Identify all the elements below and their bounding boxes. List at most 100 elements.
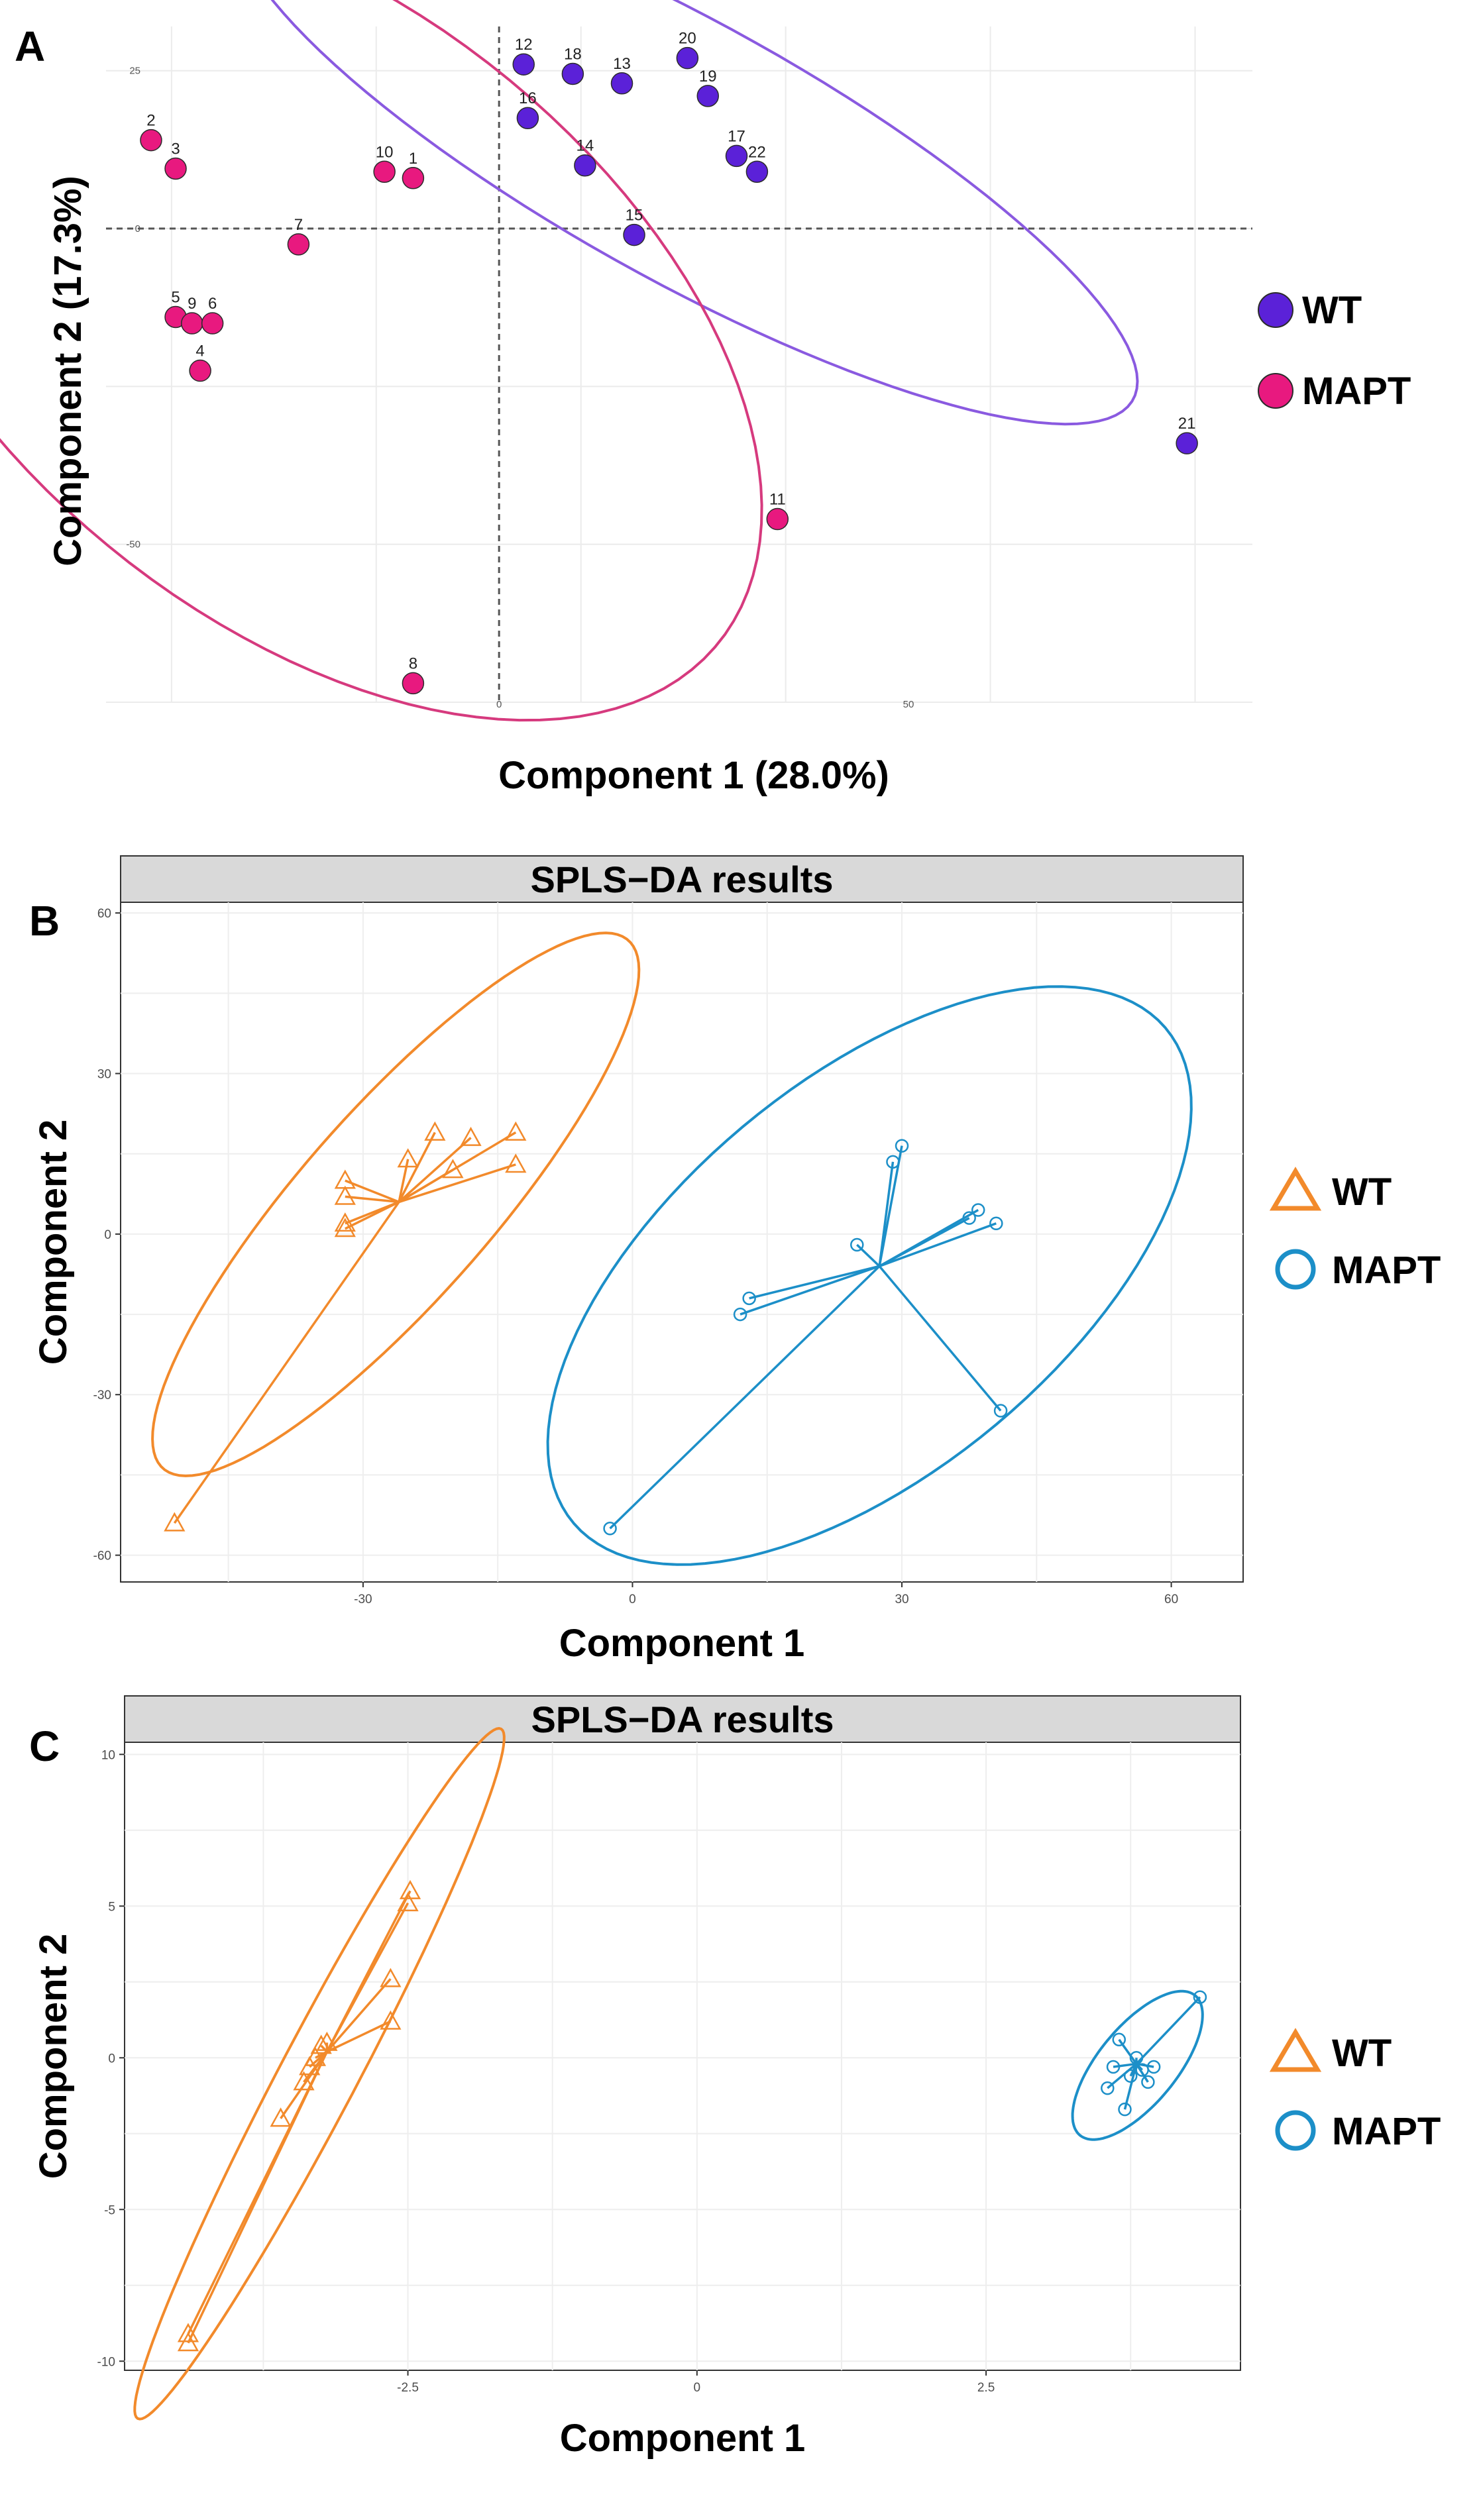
panel-b-centroid-link-wt <box>345 1179 400 1204</box>
panel-c-point-wt <box>399 1879 421 1899</box>
panel-a-gridlines <box>106 26 1252 703</box>
panel-c-centroid-link-mapt <box>1118 2038 1138 2065</box>
panel-a-point-wt <box>516 107 539 129</box>
panel-b-point-mapt <box>886 1155 900 1169</box>
panel-a-point-wt <box>561 62 584 85</box>
panel-a-y-axis-title: Component 2 (17.3%) <box>46 176 89 566</box>
panel-a-point-label: 17 <box>728 127 745 145</box>
panel-b-centroid-link-wt <box>398 1163 516 1204</box>
panel-b-y-tick-label: 0 <box>104 1228 111 1242</box>
panel-a-point-label: 22 <box>748 143 766 161</box>
panel-b-legend-key-wt <box>1269 1167 1322 1211</box>
panel-c-point-wt <box>316 2031 338 2051</box>
panel-letter-b: B <box>29 897 60 945</box>
panel-c-point-mapt <box>1141 2075 1155 2089</box>
panel-b-legend-label: MAPT <box>1332 1249 1441 1292</box>
panel-c-centroid-link-wt <box>326 1978 392 2053</box>
panel-c-point-wt <box>270 2107 292 2127</box>
panel-c-x-tick-label: 0 <box>694 2381 701 2395</box>
panel-c-point-wt <box>293 2071 315 2091</box>
panel-a-ellipse-mapt <box>0 0 763 722</box>
panel-b-centroid-link-wt <box>173 1201 400 1524</box>
panel-a-point-mapt <box>201 312 224 335</box>
panel-a-point-label: 7 <box>294 216 303 234</box>
panel-a-ellipse-wt <box>270 0 1139 426</box>
panel-c-ellipse-mapt <box>1071 1989 1204 2141</box>
panel-b-point-mapt <box>993 1404 1008 1418</box>
panel-b-legend: WT MAPT <box>1269 1167 1441 1292</box>
panel-a-point-wt <box>610 72 633 95</box>
panel-b-point-mapt <box>850 1237 864 1252</box>
panel-b-centroid-link-mapt <box>740 1265 880 1316</box>
panel-b-point-wt <box>460 1126 482 1146</box>
panel-letter-a: A <box>15 23 45 70</box>
panel-b-centroid-link-mapt <box>878 1265 1002 1412</box>
panel-c-point-wt <box>397 1892 419 1912</box>
panel-c-legend-label: MAPT <box>1332 2110 1441 2153</box>
panel-a-point-mapt <box>140 129 162 152</box>
panel-b-point-mapt <box>603 1521 617 1536</box>
panel-b-y-tick-label: 30 <box>97 1068 111 1082</box>
panel-c-legend: WT MAPT <box>1269 2028 1441 2153</box>
panel-b-point-wt <box>424 1121 446 1141</box>
panel-a-point-label: 10 <box>376 143 394 161</box>
panel-a-point-label: 2 <box>146 112 155 130</box>
panel-a-point-mapt <box>402 167 425 189</box>
panel-a-point-wt <box>696 85 719 107</box>
panel-a-legend: WT MAPT <box>1258 289 1411 413</box>
panel-c-ellipse-wt <box>133 1726 506 2421</box>
panel-a-point-label: 13 <box>613 55 631 73</box>
panel-a-point-label: 20 <box>679 30 696 48</box>
panel-a-y-tick: 0 <box>135 223 140 235</box>
panel-a-point-wt <box>1176 432 1198 454</box>
panel-a-point-wt <box>574 154 596 177</box>
panel-a-point-label: 1 <box>409 150 417 168</box>
panel-b-point-mapt <box>989 1216 1003 1230</box>
panel-b-y-axis-title: Component 2 <box>32 1120 75 1365</box>
panel-a-point-wt <box>745 160 769 184</box>
panel-c-y-axis-title: Component 2 <box>32 1934 75 2179</box>
panel-c-point-wt <box>310 2034 332 2054</box>
panel-a-point-mapt <box>189 359 211 382</box>
panel-b-x-tick-label: 60 <box>1164 1593 1178 1606</box>
panel-a-point-wt <box>676 46 699 70</box>
panel-b-point-mapt <box>742 1291 756 1306</box>
panel-b-point-mapt <box>962 1211 976 1225</box>
panel-a-point-label: 9 <box>188 295 196 313</box>
panel-b-x-tick-label: 0 <box>629 1593 636 1606</box>
panel-c-point-mapt <box>1129 2051 1144 2065</box>
panel-a-point-label: 3 <box>171 140 180 158</box>
panel-b-point-mapt <box>971 1203 985 1217</box>
panel-a-point-wt <box>512 53 535 76</box>
panel-b-point-wt <box>334 1218 356 1237</box>
panel-b-point-wt <box>505 1153 527 1173</box>
panel-a-point-mapt <box>164 157 187 180</box>
panel-b-centroid-link-wt <box>345 1195 400 1204</box>
panel-b-centroid-link-mapt <box>749 1265 880 1300</box>
panel-a-point-label: 18 <box>564 45 582 63</box>
panel-c-legend-key-wt <box>1269 2028 1322 2072</box>
panel-b-splsda-plot: SPLS−DA results -30 0 30 60 60 30 0 -30 -60 Compon… <box>32 855 1441 1665</box>
panel-a-point-label: 14 <box>577 137 594 155</box>
panel-b-x-tick-label: -30 <box>354 1593 372 1606</box>
panel-c-y-tick-label: -10 <box>97 2355 115 2369</box>
panel-b-ellipse-mapt <box>546 985 1193 1566</box>
panel-b-centroid-link-wt <box>398 1137 472 1203</box>
panel-c-point-mapt <box>1101 2081 1115 2095</box>
panel-c-point-wt <box>380 2010 402 2030</box>
panel-b-ellipse-wt <box>151 931 641 1477</box>
panel-b-plot-area <box>120 902 1244 1583</box>
panel-a-x-tick: 50 <box>903 699 914 710</box>
panel-c-point-mapt <box>1106 2060 1121 2074</box>
panel-c-legend-key-mapt <box>1275 2110 1316 2151</box>
panel-a-point-wt <box>725 144 748 168</box>
panel-b-point-wt <box>505 1121 527 1141</box>
panel-c-centroid-link-wt <box>326 2020 392 2053</box>
panel-b-legend-label: WT <box>1332 1171 1392 1214</box>
panel-a-point-label: 16 <box>519 89 537 107</box>
panel-b-centroid-link-mapt <box>879 1209 979 1267</box>
panel-c-y-tick-label: 10 <box>101 1748 115 1762</box>
panel-b-x-tick-label: 30 <box>895 1593 908 1606</box>
panel-c-y-tick-label: 5 <box>108 1900 115 1914</box>
panel-a-point-mapt <box>766 507 789 531</box>
